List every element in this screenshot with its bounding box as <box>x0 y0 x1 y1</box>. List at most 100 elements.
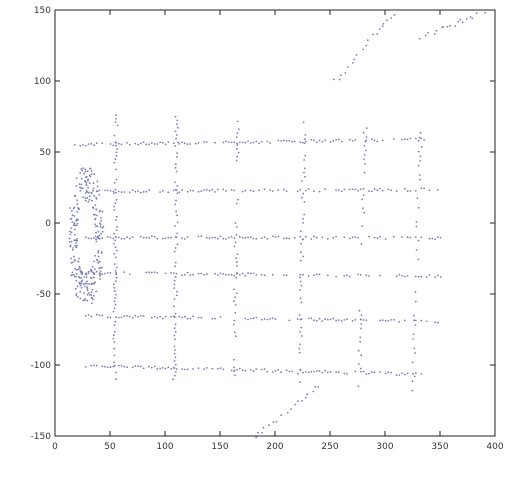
data-point <box>274 318 277 320</box>
data-point <box>161 141 164 144</box>
data-point <box>115 293 117 296</box>
data-point <box>299 318 302 321</box>
data-point <box>80 168 83 171</box>
data-point <box>176 192 179 195</box>
data-point <box>139 365 142 368</box>
data-point <box>70 227 73 230</box>
data-point <box>401 372 403 375</box>
data-point <box>73 234 76 236</box>
data-point <box>88 198 91 201</box>
data-point <box>335 138 337 141</box>
data-point <box>413 347 416 350</box>
data-point <box>266 238 269 240</box>
data-point <box>244 274 247 277</box>
data-point <box>70 231 73 234</box>
data-point <box>123 271 126 273</box>
data-point <box>484 11 487 14</box>
data-point <box>93 260 95 263</box>
data-point <box>79 189 82 192</box>
data-point <box>87 200 90 203</box>
data-point <box>398 374 401 376</box>
data-point <box>266 318 269 321</box>
data-point <box>80 286 83 289</box>
data-point <box>115 114 117 117</box>
data-point <box>413 314 415 317</box>
data-point <box>321 236 324 239</box>
data-point <box>398 321 401 323</box>
data-point <box>68 241 71 243</box>
data-point <box>428 189 431 192</box>
data-point <box>71 214 74 217</box>
data-point <box>252 317 255 320</box>
data-point <box>170 315 173 318</box>
data-point <box>181 237 184 240</box>
data-point <box>115 219 117 222</box>
data-point <box>304 167 306 170</box>
data-point <box>161 190 164 192</box>
data-point <box>303 159 305 161</box>
data-point <box>310 370 313 373</box>
data-point <box>365 319 368 322</box>
data-point <box>234 296 237 299</box>
data-point <box>174 338 176 340</box>
data-point <box>230 141 233 144</box>
data-point <box>233 189 236 192</box>
data-point <box>92 187 95 190</box>
data-point <box>90 143 93 145</box>
data-point <box>237 198 240 201</box>
data-point <box>285 369 288 371</box>
data-point <box>89 268 92 271</box>
data-point <box>434 276 436 279</box>
data-point <box>70 274 73 277</box>
data-point <box>128 273 131 276</box>
data-point <box>299 259 302 262</box>
data-point <box>113 330 116 333</box>
data-point <box>98 267 101 270</box>
data-point <box>98 189 101 192</box>
data-point <box>222 273 225 275</box>
data-point <box>236 226 238 228</box>
data-point <box>351 62 354 64</box>
data-point <box>178 191 181 194</box>
data-point <box>197 190 200 193</box>
data-point <box>258 189 260 192</box>
data-point <box>200 235 203 238</box>
data-point <box>87 272 90 275</box>
data-point <box>114 270 117 272</box>
data-point <box>106 316 109 319</box>
data-point <box>415 225 418 228</box>
data-point <box>176 290 178 293</box>
data-point <box>167 141 170 143</box>
data-point <box>241 272 244 275</box>
data-point <box>419 160 421 162</box>
data-point <box>95 196 97 199</box>
data-point <box>172 378 175 381</box>
data-point <box>222 237 225 240</box>
data-point <box>73 215 76 217</box>
data-point <box>82 299 85 302</box>
data-point <box>101 314 104 317</box>
data-point <box>434 321 436 324</box>
data-point <box>233 366 236 369</box>
data-point <box>418 136 421 139</box>
data-point <box>87 270 90 273</box>
data-point <box>174 349 177 351</box>
y-tick-label: 150 <box>34 6 51 16</box>
data-point <box>398 273 401 276</box>
data-point <box>142 367 145 370</box>
data-point <box>299 230 302 233</box>
data-point <box>69 207 72 209</box>
data-point <box>286 411 289 414</box>
data-point <box>90 192 93 195</box>
data-point <box>257 431 259 434</box>
data-point <box>84 315 87 317</box>
data-point <box>85 272 88 274</box>
data-point <box>238 128 240 131</box>
data-point <box>99 209 102 212</box>
data-point <box>271 317 274 320</box>
data-point <box>87 186 89 189</box>
data-point <box>313 235 315 238</box>
data-point <box>114 297 116 299</box>
data-point <box>235 276 238 279</box>
data-point <box>150 235 153 238</box>
